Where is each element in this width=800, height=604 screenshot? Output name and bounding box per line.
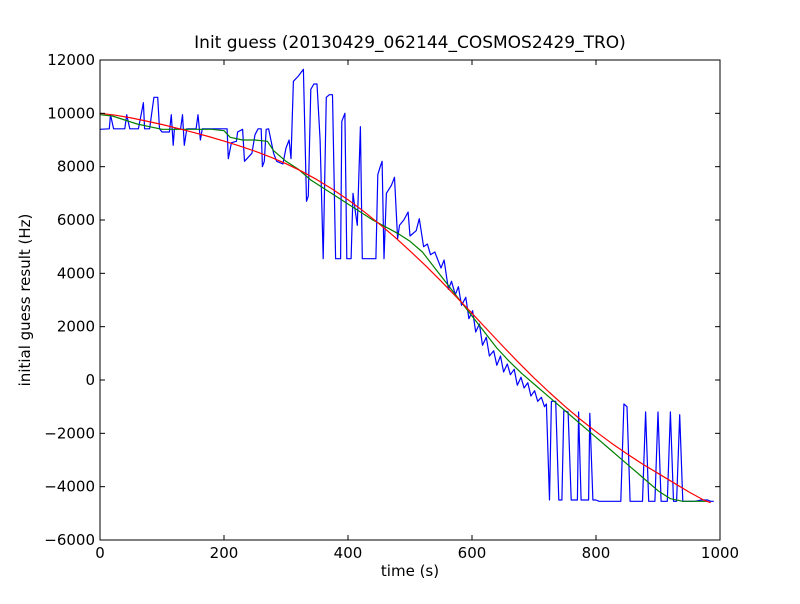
y-tick-label: 2000 <box>57 318 95 336</box>
y-tick-label: −2000 <box>44 424 95 442</box>
x-tick-label: 0 <box>95 544 105 562</box>
y-tick-label: 10000 <box>47 104 95 122</box>
y-axis-label: initial guess result (Hz) <box>16 214 34 387</box>
y-tick-label: 12000 <box>47 51 95 69</box>
chart-title: Init guess (20130429_062144_COSMOS2429_T… <box>194 33 626 53</box>
y-tick-label: 8000 <box>57 158 95 176</box>
plot-frame <box>99 59 721 541</box>
y-tick-label: 0 <box>85 371 95 389</box>
y-tick-label: −4000 <box>44 478 95 496</box>
x-tick-label: 400 <box>334 544 363 562</box>
y-tick-label: −6000 <box>44 531 95 549</box>
series-layer <box>99 68 714 504</box>
x-axis-label: time (s) <box>381 562 439 580</box>
x-tick-label: 1000 <box>701 544 739 562</box>
y-tick-label: 6000 <box>57 211 95 229</box>
tick-layer: 0 200 400 600 800 1000 −6000 −4000 −2000 0 2000 400… <box>44 51 739 562</box>
series-line-2 <box>99 114 708 502</box>
x-tick-label: 600 <box>458 544 487 562</box>
x-tick-label: 200 <box>210 544 239 562</box>
series-line-1 <box>99 68 714 502</box>
y-tick-label: 4000 <box>57 264 95 282</box>
series-line-3 <box>99 112 711 504</box>
x-tick-label: 800 <box>582 544 611 562</box>
